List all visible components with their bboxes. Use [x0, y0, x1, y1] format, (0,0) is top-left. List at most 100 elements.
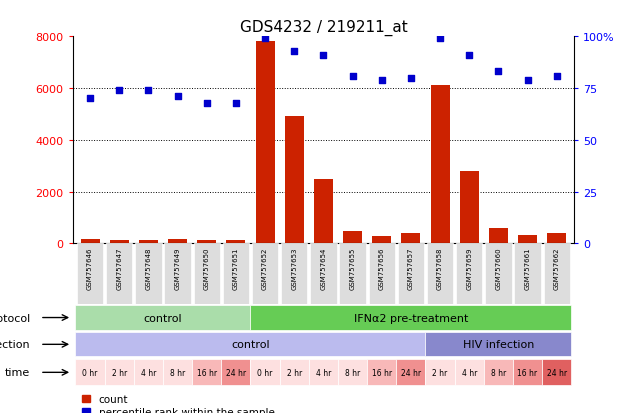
- Text: GSM757651: GSM757651: [233, 247, 239, 289]
- Text: GSM757655: GSM757655: [350, 247, 355, 289]
- FancyBboxPatch shape: [76, 306, 251, 330]
- Bar: [285, 117, 304, 244]
- FancyBboxPatch shape: [339, 244, 366, 304]
- Bar: [518, 236, 537, 244]
- FancyBboxPatch shape: [542, 359, 571, 386]
- Bar: [139, 241, 158, 244]
- Point: [85, 96, 95, 102]
- Text: GSM757657: GSM757657: [408, 247, 414, 289]
- Text: GSM757653: GSM757653: [292, 247, 297, 289]
- Text: GSM757656: GSM757656: [379, 247, 385, 289]
- Point: [377, 77, 387, 84]
- Bar: [343, 231, 362, 244]
- Bar: [314, 179, 333, 244]
- Text: 2 hr: 2 hr: [432, 368, 447, 377]
- Text: HIV infection: HIV infection: [463, 339, 534, 349]
- Text: control: control: [144, 313, 182, 323]
- Text: 8 hr: 8 hr: [170, 368, 185, 377]
- Bar: [198, 240, 216, 244]
- FancyBboxPatch shape: [338, 359, 367, 386]
- Point: [231, 100, 241, 107]
- Bar: [460, 171, 479, 244]
- Text: GSM757660: GSM757660: [495, 247, 502, 289]
- FancyBboxPatch shape: [223, 244, 249, 304]
- FancyBboxPatch shape: [135, 244, 162, 304]
- FancyBboxPatch shape: [396, 359, 425, 386]
- FancyBboxPatch shape: [165, 244, 191, 304]
- Point: [551, 73, 562, 80]
- Bar: [372, 236, 391, 244]
- Text: 0 hr: 0 hr: [257, 368, 273, 377]
- FancyBboxPatch shape: [134, 359, 163, 386]
- Bar: [489, 229, 508, 244]
- Text: 8 hr: 8 hr: [491, 368, 506, 377]
- Text: 24 hr: 24 hr: [546, 368, 567, 377]
- Bar: [401, 234, 420, 244]
- FancyBboxPatch shape: [310, 244, 336, 304]
- Point: [289, 48, 299, 55]
- Point: [464, 52, 475, 59]
- Point: [406, 75, 416, 82]
- FancyBboxPatch shape: [398, 244, 424, 304]
- FancyBboxPatch shape: [369, 244, 395, 304]
- Bar: [81, 240, 100, 244]
- FancyBboxPatch shape: [484, 359, 513, 386]
- FancyBboxPatch shape: [163, 359, 192, 386]
- FancyBboxPatch shape: [454, 359, 484, 386]
- FancyBboxPatch shape: [76, 332, 425, 356]
- Point: [435, 36, 445, 43]
- FancyBboxPatch shape: [251, 306, 571, 330]
- Text: control: control: [231, 339, 270, 349]
- Bar: [256, 43, 274, 244]
- Text: IFNα2 pre-treatment: IFNα2 pre-treatment: [354, 313, 468, 323]
- Text: GSM757650: GSM757650: [204, 247, 209, 289]
- Text: 24 hr: 24 hr: [226, 368, 246, 377]
- Text: GSM757647: GSM757647: [116, 247, 122, 289]
- FancyBboxPatch shape: [513, 359, 542, 386]
- Text: 16 hr: 16 hr: [197, 368, 217, 377]
- Text: GSM757649: GSM757649: [175, 247, 180, 289]
- Text: GSM757662: GSM757662: [554, 247, 560, 289]
- Text: GSM757646: GSM757646: [87, 247, 93, 289]
- Legend: count, percentile rank within the sample: count, percentile rank within the sample: [78, 390, 279, 413]
- FancyBboxPatch shape: [367, 359, 396, 386]
- FancyBboxPatch shape: [106, 244, 133, 304]
- FancyBboxPatch shape: [427, 244, 453, 304]
- Bar: [547, 234, 566, 244]
- FancyBboxPatch shape: [543, 244, 570, 304]
- Title: GDS4232 / 219211_at: GDS4232 / 219211_at: [240, 20, 407, 36]
- FancyBboxPatch shape: [485, 244, 512, 304]
- Text: GSM757658: GSM757658: [437, 247, 443, 289]
- Text: infection: infection: [0, 339, 30, 349]
- FancyBboxPatch shape: [280, 359, 309, 386]
- FancyBboxPatch shape: [76, 359, 105, 386]
- Text: protocol: protocol: [0, 313, 30, 323]
- Text: GSM757648: GSM757648: [145, 247, 151, 289]
- FancyBboxPatch shape: [281, 244, 307, 304]
- FancyBboxPatch shape: [77, 244, 103, 304]
- Text: 2 hr: 2 hr: [286, 368, 302, 377]
- Text: 8 hr: 8 hr: [345, 368, 360, 377]
- FancyBboxPatch shape: [456, 244, 482, 304]
- FancyBboxPatch shape: [192, 359, 221, 386]
- FancyBboxPatch shape: [251, 359, 280, 386]
- Text: 4 hr: 4 hr: [461, 368, 477, 377]
- Text: GSM757659: GSM757659: [466, 247, 472, 289]
- Point: [172, 94, 182, 100]
- Text: 4 hr: 4 hr: [316, 368, 331, 377]
- Text: 16 hr: 16 hr: [372, 368, 392, 377]
- Text: GSM757652: GSM757652: [262, 247, 268, 289]
- FancyBboxPatch shape: [221, 359, 251, 386]
- Point: [114, 88, 124, 94]
- FancyBboxPatch shape: [194, 244, 220, 304]
- Text: 24 hr: 24 hr: [401, 368, 421, 377]
- Text: GSM757661: GSM757661: [524, 247, 531, 289]
- FancyBboxPatch shape: [425, 359, 454, 386]
- FancyBboxPatch shape: [309, 359, 338, 386]
- Point: [202, 100, 212, 107]
- Point: [348, 73, 358, 80]
- Text: GSM757654: GSM757654: [321, 247, 326, 289]
- Point: [260, 36, 270, 43]
- Text: 2 hr: 2 hr: [112, 368, 127, 377]
- Point: [318, 52, 328, 59]
